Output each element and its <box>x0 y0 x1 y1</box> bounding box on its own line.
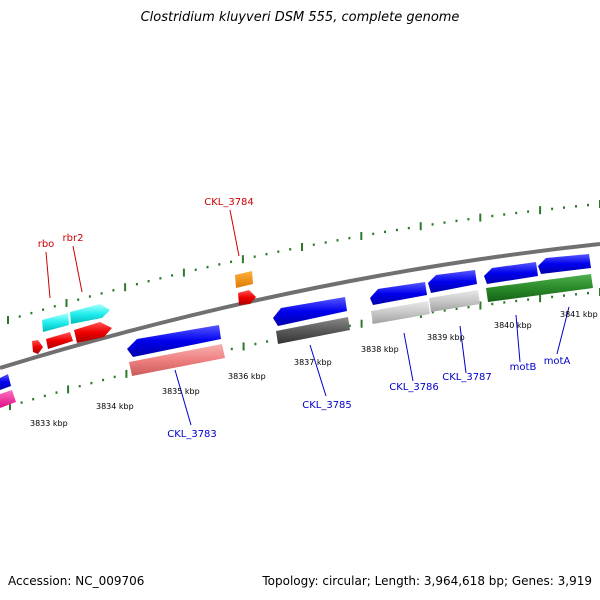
gene-label-rbr2: rbr2 <box>63 233 84 244</box>
CKL_3784-callout <box>229 209 240 257</box>
motA-callout <box>556 306 570 355</box>
motB-callout <box>515 314 521 363</box>
kbp-label-3838: 3838 kbp <box>361 345 399 354</box>
gene-green-mot[interactable] <box>486 274 593 302</box>
rbr2-callout <box>72 245 83 293</box>
gene-blue-edge[interactable] <box>0 374 11 390</box>
gene-magenta-edge[interactable] <box>0 390 16 408</box>
gene-dark-3785[interactable] <box>276 317 350 344</box>
gene-label-motA: motA <box>544 356 571 367</box>
tick-marks <box>7 200 600 410</box>
gene-label-CKL_3786: CKL_3786 <box>389 382 439 393</box>
map-title: Clostridium kluyveri DSM 555, complete g… <box>140 10 460 25</box>
gene-orange[interactable] <box>235 271 253 288</box>
gene-label-CKL_3784: CKL_3784 <box>204 197 254 208</box>
kbp-label-3837: 3837 kbp <box>294 358 332 367</box>
gene-blue-3786[interactable] <box>370 282 427 305</box>
gene-blue-3783[interactable] <box>127 325 221 357</box>
CKL_3783-callout <box>174 369 192 426</box>
gene-blue-3785[interactable] <box>273 297 347 326</box>
genome-backbone <box>0 242 600 370</box>
kbp-label-3836: 3836 kbp <box>228 372 266 381</box>
gene-label-CKL_3787: CKL_3787 <box>442 372 492 383</box>
gene-label-CKL_3783: CKL_3783 <box>167 429 217 440</box>
kbp-label-3833: 3833 kbp <box>30 419 68 428</box>
gene-red-1[interactable] <box>46 332 73 349</box>
gene-label-motB: motB <box>510 362 537 373</box>
gene-blue-motA[interactable] <box>538 254 591 274</box>
gene-cyan-1[interactable] <box>42 313 69 332</box>
genome-stats: Topology: circular; Length: 3,964,618 bp… <box>262 574 592 588</box>
kbp-label-3840: 3840 kbp <box>494 321 532 330</box>
accession-text: Accession: NC_009706 <box>8 574 145 588</box>
kbp-label-3835: 3835 kbp <box>162 387 200 396</box>
gene-cyan-2[interactable] <box>70 304 110 324</box>
gene-light-3787[interactable] <box>429 290 480 312</box>
gene-red-small[interactable] <box>32 340 43 354</box>
gene-red-3[interactable] <box>238 290 256 305</box>
kbp-label-3841: 3841 kbp <box>560 310 598 319</box>
CKL_3785-callout <box>309 344 327 397</box>
gene-red-2[interactable] <box>74 322 112 343</box>
gene-label-rbo: rbo <box>38 239 55 250</box>
gene-salmon-3783[interactable] <box>129 344 225 376</box>
gene-blue-3787[interactable] <box>428 270 477 293</box>
gene-blue-motB[interactable] <box>484 262 538 284</box>
CKL_3787-callout <box>459 325 467 374</box>
rbo-callout <box>45 251 51 299</box>
gene-light-3786[interactable] <box>371 301 430 324</box>
CKL_3786-callout <box>403 332 414 382</box>
kbp-label-3839: 3839 kbp <box>427 333 465 342</box>
gene-label-CKL_3785: CKL_3785 <box>302 400 352 411</box>
kbp-label-3834: 3834 kbp <box>96 402 134 411</box>
